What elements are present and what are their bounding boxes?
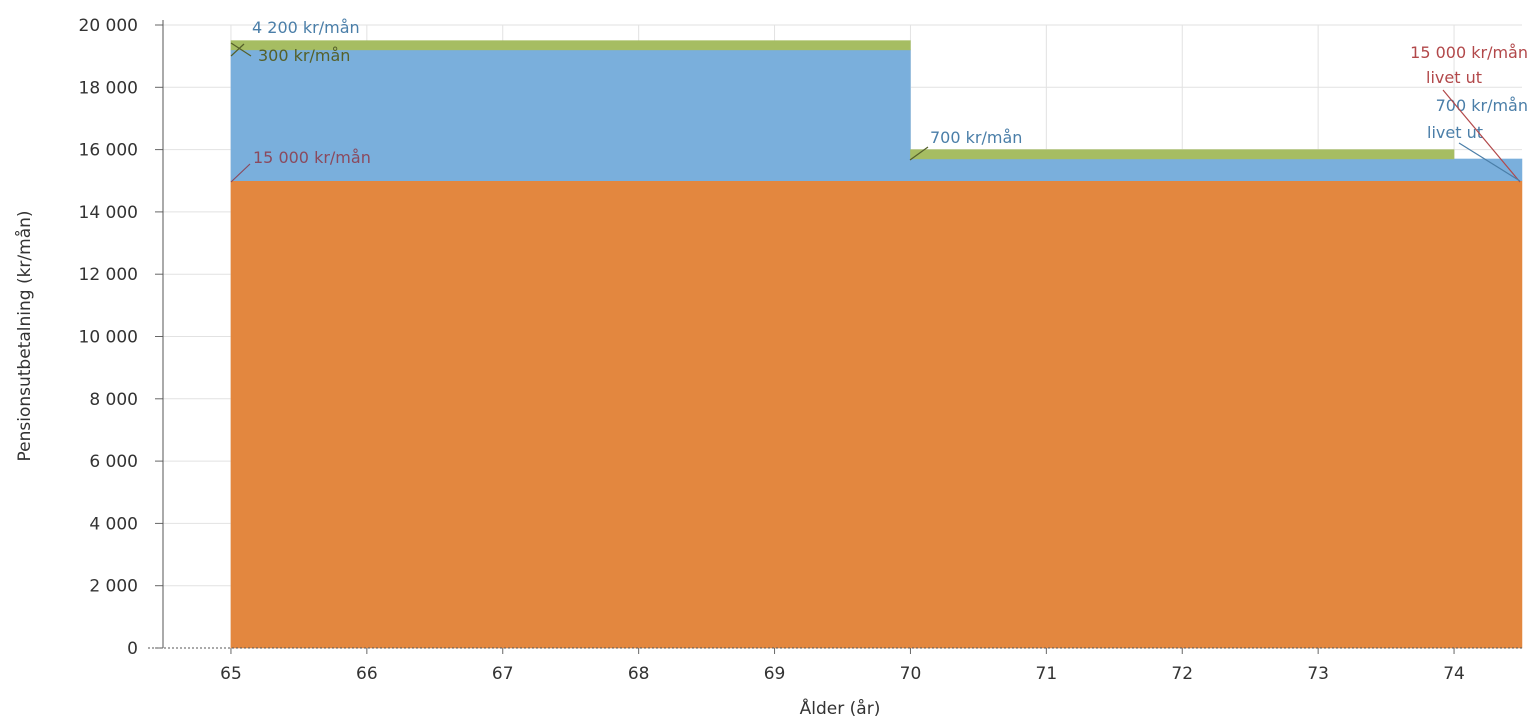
y-tick-labels: 0 2 000 4 000 6 000 8 000 10 000 12 000 14 000 1… <box>79 16 138 659</box>
x-tick-label: 67 <box>492 664 514 684</box>
annotation-label: 700 kr/mån <box>930 128 1022 147</box>
x-axis-title: Ålder (år) <box>800 697 881 719</box>
x-tick-label: 70 <box>900 664 922 684</box>
y-axis-title: Pensionsutbetalning (kr/mån) <box>14 210 35 461</box>
annotation-leader-line <box>230 43 245 57</box>
area-segment <box>230 49 911 181</box>
area-segment <box>230 180 1523 649</box>
annotation-label: 4 200 kr/mån <box>252 18 360 37</box>
x-tick-label: 65 <box>220 664 242 684</box>
y-tick-label: 14 000 <box>79 203 138 223</box>
y-tick-label: 6 000 <box>89 452 138 472</box>
y-tick-label: 8 000 <box>89 390 138 410</box>
x-tick-labels: 65 66 67 68 69 70 71 72 73 74 <box>220 664 1465 684</box>
x-tick-label: 68 <box>628 664 650 684</box>
annotation-label: livet ut <box>1426 68 1482 87</box>
stacked-areas <box>230 40 1523 649</box>
annotation-label: 15 000 kr/mån <box>1410 43 1528 62</box>
annotation-leader-line <box>1458 142 1521 182</box>
area-segment <box>910 149 1455 160</box>
annotation-label: 700 kr/mån <box>1436 96 1528 115</box>
annotation-label: 300 kr/mån <box>258 46 350 65</box>
y-tick-label: 20 000 <box>79 16 138 36</box>
y-tick-label: 18 000 <box>79 78 138 98</box>
x-tick-label: 69 <box>764 664 786 684</box>
annotation-leader-line <box>1442 89 1521 183</box>
y-tick-label: 12 000 <box>79 265 138 285</box>
x-tick-label: 71 <box>1036 664 1058 684</box>
x-tick-label: 66 <box>356 664 378 684</box>
y-tick-label: 4 000 <box>89 514 138 534</box>
y-tick-label: 0 <box>127 639 138 659</box>
axes <box>148 20 1522 654</box>
annotation-label: livet ut <box>1427 123 1483 142</box>
x-tick-label: 72 <box>1171 664 1193 684</box>
annotations: 4 200 kr/mån 300 kr/mån 15 000 kr/mån 700 k… <box>230 18 1528 183</box>
annotation-leader-line <box>230 42 252 57</box>
annotation-leader-line <box>230 163 251 183</box>
x-tick-label: 74 <box>1443 664 1465 684</box>
y-tick-label: 10 000 <box>79 328 138 348</box>
area-segment <box>910 158 1523 182</box>
annotation-label: 15 000 kr/mån <box>253 148 371 167</box>
x-tick-label: 73 <box>1307 664 1329 684</box>
area-segment <box>230 40 911 51</box>
y-tick-label: 16 000 <box>79 141 138 161</box>
annotation-leader-line <box>909 146 929 161</box>
y-tick-label: 2 000 <box>89 577 138 597</box>
